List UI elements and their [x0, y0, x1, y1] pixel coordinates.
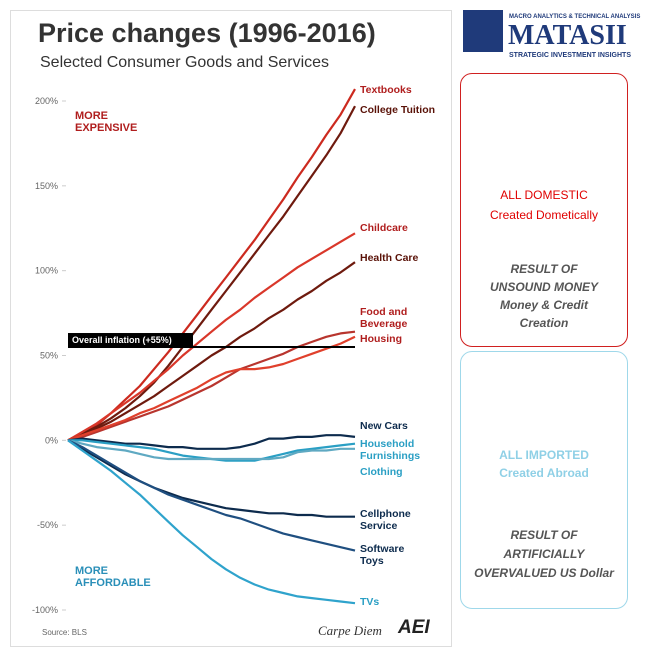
source: Source: BLS: [42, 628, 87, 637]
series-label: Cellphone Service: [360, 508, 411, 532]
series-label: New Cars: [360, 420, 408, 432]
reference-label: Overall inflation (+55%): [72, 335, 172, 345]
logo-tagline: STRATEGIC INVESTMENT INSIGHTS: [509, 52, 631, 59]
y-tick-label: -50%: [37, 520, 58, 530]
series-line: [67, 330, 356, 442]
box-line: ARTIFICIALLY: [503, 547, 585, 561]
chart-title: Price changes (1996-2016): [38, 18, 376, 48]
domestic-box: [460, 73, 628, 347]
box-line: UNSOUND MONEY: [489, 280, 598, 294]
imported-box: [460, 351, 628, 609]
series-line: [67, 439, 355, 518]
y-tick-label: 0%: [45, 435, 58, 445]
chart-frame: [10, 10, 452, 647]
series-line: [67, 434, 356, 450]
chart-subtitle: Selected Consumer Goods and Services: [40, 54, 330, 71]
series-label: Household Furnishings: [360, 438, 421, 462]
series-line: [67, 439, 355, 461]
box-line: RESULT OF: [510, 528, 578, 542]
annotation: MORE EXPENSIVE: [75, 110, 138, 134]
series-label: Software Toys: [360, 543, 405, 567]
box-line: RESULT OF: [510, 262, 578, 276]
y-tick-label: -100%: [32, 605, 58, 615]
series-label: Textbooks: [360, 84, 412, 96]
y-tick-label: 50%: [40, 351, 58, 361]
series-line: [67, 335, 356, 442]
box-subtitle: Created Abroad: [499, 466, 589, 480]
logo-top: MACRO ANALYTICS & TECHNICAL ANALYSIS: [509, 14, 641, 20]
series-line: [67, 105, 356, 442]
series-label: Childcare: [360, 222, 408, 234]
series-line: [67, 232, 356, 442]
box-line: Creation: [519, 316, 569, 330]
series-line: [67, 439, 356, 552]
y-tick-label: 100%: [35, 266, 58, 276]
reference-label-bg: [68, 333, 193, 348]
logo-name: MATASII: [508, 20, 627, 51]
series-label: Clothing: [360, 466, 403, 478]
brand-logo: AEI: [398, 617, 430, 638]
series-line: [67, 88, 356, 442]
series-line: [67, 261, 356, 442]
series-label: College Tuition: [360, 104, 436, 116]
logo-icon: [463, 10, 503, 52]
plot: -100% -50% 0% 50% 100% 150% 200% Overall inflat…: [32, 88, 356, 615]
box-subtitle: Created Dometically: [489, 208, 599, 222]
box-title: ALL DOMESTIC: [500, 188, 588, 202]
box-title: ALL IMPORTED: [499, 448, 589, 462]
series-label: TVs: [360, 596, 380, 608]
series-line: [67, 439, 356, 605]
brand: Carpe Diem: [318, 623, 382, 638]
box-line: Money & Credit: [499, 298, 588, 312]
series-label: Housing: [360, 333, 402, 345]
y-tick-label: 200%: [35, 96, 58, 106]
series-label: Food and Beverage: [360, 306, 408, 330]
annotation: MORE AFFORDABLE: [75, 565, 151, 589]
box-line: OVERVALUED US Dollar: [474, 566, 614, 580]
series-label: Health Care: [360, 252, 419, 264]
y-tick-label: 150%: [35, 181, 58, 191]
